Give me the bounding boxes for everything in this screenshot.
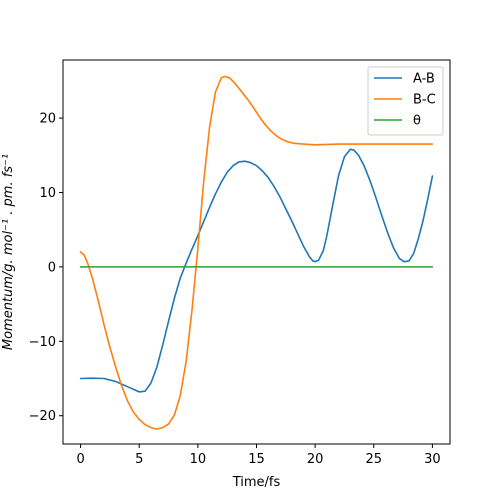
x-tick-label: 5 xyxy=(135,452,143,467)
y-tick-label: 20 xyxy=(39,112,56,127)
series-line-0 xyxy=(79,148,434,393)
y-axis-label: Momentum/g. mol⁻¹ . pm. fs⁻¹ xyxy=(1,154,16,350)
series-line-1 xyxy=(79,75,434,430)
legend-label-2: θ xyxy=(413,114,421,129)
x-tick-label: 15 xyxy=(248,452,265,467)
series-group xyxy=(79,75,434,430)
x-tick-label: 30 xyxy=(424,452,441,467)
legend-label-0: A-B xyxy=(413,72,435,87)
legend: A-B B-C θ xyxy=(367,66,444,136)
y-tick-label: −10 xyxy=(29,335,56,350)
legend-box xyxy=(367,66,444,136)
x-tick-label: 20 xyxy=(307,452,324,467)
x-tick-label: 0 xyxy=(76,452,84,467)
x-tick-label: 25 xyxy=(365,452,382,467)
y-ticks: −20 −10 0 10 20 xyxy=(29,112,63,424)
y-tick-label: 0 xyxy=(48,260,56,275)
x-tick-label: 10 xyxy=(190,452,207,467)
y-tick-label: −20 xyxy=(29,409,56,424)
y-tick-label: 10 xyxy=(39,186,56,201)
legend-label-1: B-C xyxy=(413,93,436,108)
x-axis-label: Time/fs xyxy=(232,475,281,490)
legend-items: A-B B-C θ xyxy=(374,72,436,129)
x-ticks: 0 5 10 15 20 25 30 xyxy=(76,444,441,467)
